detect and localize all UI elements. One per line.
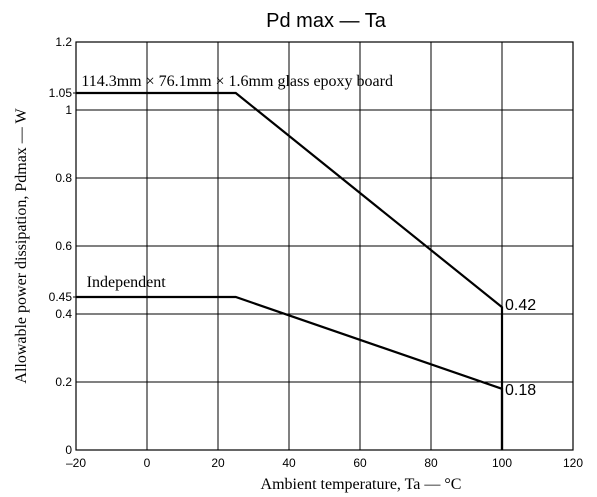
y-axis-label: Allowable power dissipation, Pdmax — W (13, 107, 30, 383)
y-extra-tick-label: 1.05 (49, 86, 73, 100)
x-tick-label: 80 (424, 456, 438, 470)
series-label-glass-epoxy-board: 114.3mm × 76.1mm × 1.6mm glass epoxy boa… (81, 73, 393, 90)
x-tick-label: 60 (353, 456, 367, 470)
y-tick-label: 0.6 (55, 239, 72, 253)
series-lines (76, 91, 504, 450)
grid-lines (73, 42, 573, 450)
x-tick-label: –20 (66, 456, 86, 470)
chart-title: Pd max — Ta (266, 10, 387, 32)
y-tick-label: 0.4 (55, 307, 72, 321)
x-tick-label: 20 (211, 456, 225, 470)
y-tick-label: 0.8 (55, 171, 72, 185)
annotations: 114.3mm × 76.1mm × 1.6mm glass epoxy boa… (81, 73, 536, 399)
y-tick-label: 1 (65, 103, 72, 117)
series-line-glass-epoxy-board (76, 91, 504, 450)
end-value-label-glass-epoxy-board: 0.42 (505, 297, 536, 314)
y-tick-label: 0 (65, 443, 72, 457)
plot-frame (75, 41, 574, 451)
x-tick-label: 0 (144, 456, 151, 470)
end-value-label-independent: 0.18 (505, 382, 536, 399)
series-line-independent (76, 295, 504, 450)
y-tick-label: 0.2 (55, 375, 72, 389)
series-label-independent: Independent (87, 274, 167, 291)
x-axis-label: Ambient temperature, Ta — °C (261, 476, 462, 493)
tick-labels: –20 0 20 40 60 80 100 12000.20.40.60.811.21.050… (49, 35, 584, 470)
y-extra-tick-label: 0.45 (49, 290, 73, 304)
x-tick-label: 100 (492, 456, 512, 470)
x-tick-label: 40 (282, 456, 296, 470)
y-tick-label: 1.2 (55, 35, 72, 49)
x-tick-label: 120 (563, 456, 583, 470)
